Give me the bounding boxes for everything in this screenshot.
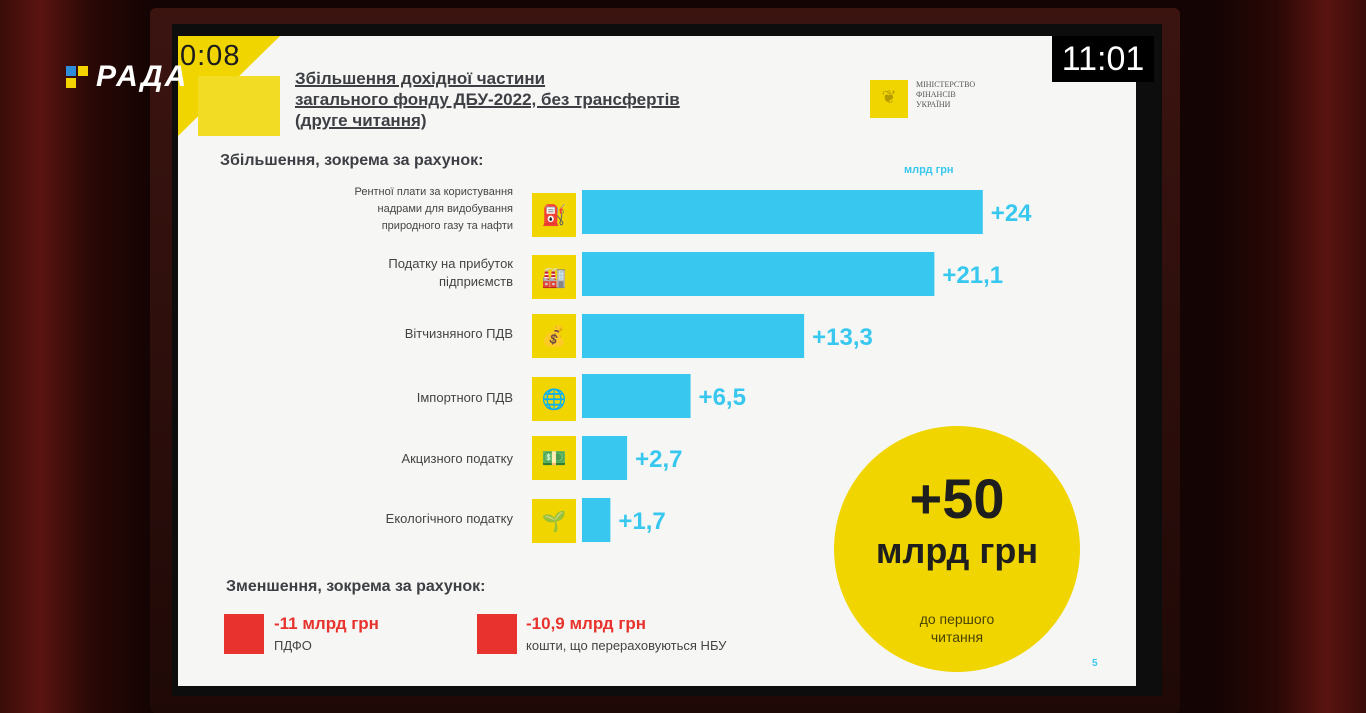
category-label-excise: Акцизного податку <box>401 451 513 466</box>
channel-logo-text: РАДА <box>96 60 189 93</box>
category-label-line: надрами для видобування <box>377 203 514 215</box>
category-label-line: природного газу та нафти <box>381 220 513 232</box>
ministry-name-line: Міністерство <box>916 80 976 89</box>
decrease-heading: Зменшення, зокрема за рахунок: <box>226 578 486 595</box>
bar-value-label-excise: +2,7 <box>635 446 682 473</box>
slide-title-line: загального фонду ДБУ-2022, без трансферт… <box>295 90 680 109</box>
units-label: млрд грн <box>904 164 954 176</box>
slide-title-line: (друге читання) <box>295 111 427 130</box>
slide-title: Збільшення дохідної частини загального ф… <box>295 68 815 131</box>
total-note-line: до першого <box>919 611 995 627</box>
decrease-nbu-icon <box>477 614 517 654</box>
bar-value-label-domestic-vat: +13,3 <box>812 324 873 351</box>
bar-value-label-import-vat: +6,5 <box>699 384 746 411</box>
decrease-pdfo-icon <box>224 614 264 654</box>
ministry-emblem-icon: ❦ <box>870 80 908 118</box>
page-number: 5 <box>1092 658 1098 669</box>
clock: 11:01 <box>1052 36 1154 82</box>
bar-value-label-rent: +24 <box>991 200 1032 227</box>
decrease-pdfo-desc: ПДФО <box>274 638 312 653</box>
gas-canister-icon: ⛽ <box>532 193 576 237</box>
category-label-rent: Рентної плати за користування надрами дл… <box>218 184 513 235</box>
total-note: до першого читання <box>834 610 1080 646</box>
money-stack-icon: 💵 <box>532 436 576 480</box>
logo-mark-icon <box>66 66 76 76</box>
category-label-line: Рентної плати за користування <box>354 186 513 198</box>
total-unit: млрд грн <box>875 530 1039 571</box>
category-label-import-vat: Імпортного ПДВ <box>416 390 513 405</box>
bar-profit-tax <box>582 252 935 296</box>
ministry-name: Міністерство фінансів України <box>916 80 1026 110</box>
category-label-line: підприємств <box>439 274 513 289</box>
bar-value-label-profit-tax: +21,1 <box>942 262 1003 289</box>
logo-mark-icon <box>66 78 76 88</box>
slide-title-line: Збільшення дохідної частини <box>295 69 546 88</box>
increase-heading: Збільшення, зокрема за рахунок: <box>220 152 484 169</box>
total-circle: +50 млрд грн до першого читання <box>834 426 1080 672</box>
ministry-name-line: фінансів <box>916 90 956 99</box>
decrease-nbu-value: -10,9 млрд грн <box>526 614 647 633</box>
speaker-timer: 0:08 <box>180 40 241 72</box>
bar-excise <box>582 436 628 480</box>
category-label-profit-tax: Податку на прибуток підприємств <box>218 255 513 291</box>
category-label-line: Податку на прибуток <box>388 256 513 271</box>
total-value: +50 <box>909 467 1005 530</box>
category-label-ecology: Екологічного податку <box>385 511 513 526</box>
factory-icon: 🏭 <box>532 255 576 299</box>
bar-value-label-ecology: +1,7 <box>618 508 665 535</box>
plant-icon: 🌱 <box>532 499 576 543</box>
bar-domestic-vat <box>582 314 805 358</box>
money-bag-icon: 💰 <box>532 314 576 358</box>
bar-import-vat <box>582 374 691 418</box>
ministry-name-line: України <box>916 100 951 109</box>
bar-ecology <box>582 498 611 542</box>
bar-rent <box>582 190 983 234</box>
decrease-pdfo-value: -11 млрд грн <box>274 614 379 633</box>
bar-chart: +24 +21,1 +13,3 +6,5 +2,7 +1,7 <box>582 190 1032 542</box>
category-label-domestic-vat: Вітчизняного ПДВ <box>404 326 513 341</box>
presentation-slide: Збільшення дохідної частини загального ф… <box>178 36 1136 686</box>
total-note-line: читання <box>930 629 984 645</box>
globe-icon: 🌐 <box>532 377 576 421</box>
corner-decoration-block <box>198 76 280 136</box>
logo-mark-icon <box>78 66 88 76</box>
decrease-nbu-desc: кошти, що перераховуються НБУ <box>526 638 727 653</box>
